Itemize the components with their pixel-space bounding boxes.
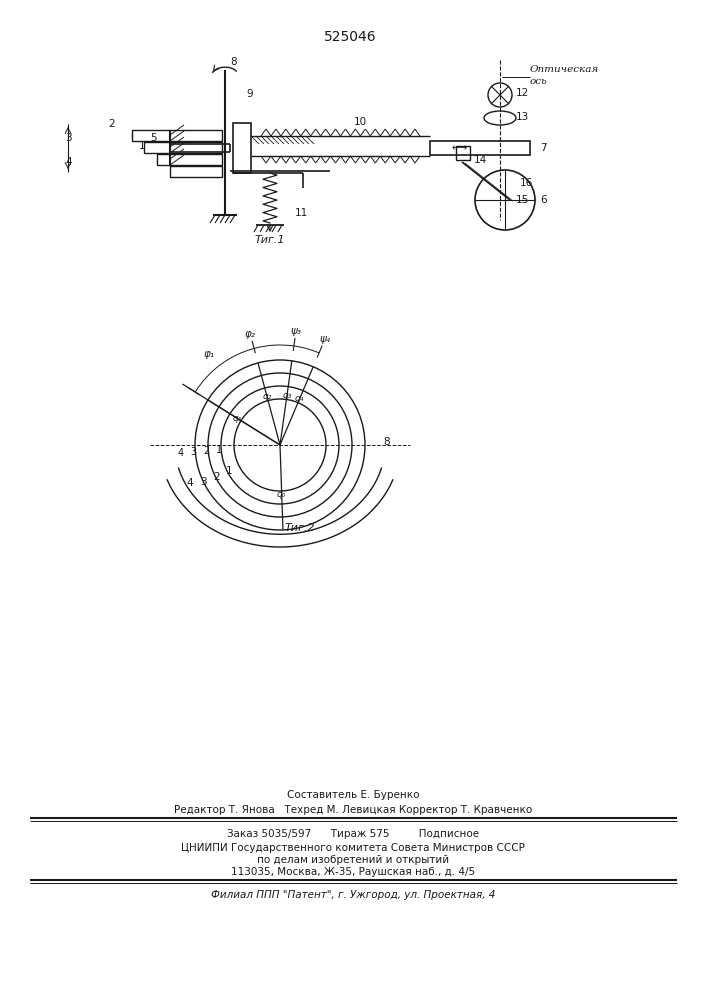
Text: 4: 4: [187, 478, 193, 488]
Bar: [430, 141, 530, 155]
Text: 3: 3: [190, 447, 197, 457]
Bar: [132, 130, 222, 141]
Text: Редактор Т. Янова   Техред М. Левицкая Корректор Т. Кравченко: Редактор Т. Янова Техред М. Левицкая Кор…: [174, 805, 532, 815]
Text: ψ₄: ψ₄: [320, 334, 330, 344]
Text: 12: 12: [516, 88, 530, 98]
Text: 4: 4: [177, 448, 183, 458]
Text: Заказ 5035/597      Тираж 575         Подписное: Заказ 5035/597 Тираж 575 Подписное: [227, 829, 479, 839]
Text: 2: 2: [203, 446, 209, 456]
Text: q₄: q₄: [295, 394, 304, 403]
Text: ψ₃: ψ₃: [291, 326, 301, 336]
Text: φ₂: φ₂: [245, 329, 256, 339]
Text: 15: 15: [516, 195, 530, 205]
Text: по делам изобретений и открытий: по делам изобретений и открытий: [257, 855, 449, 865]
Bar: [157, 154, 222, 165]
Text: q₀: q₀: [277, 490, 286, 499]
Text: 2: 2: [214, 472, 221, 482]
Bar: [170, 166, 222, 177]
Text: 14: 14: [474, 155, 487, 165]
Text: Τиг.1: Τиг.1: [255, 235, 285, 245]
Text: 1: 1: [139, 141, 145, 151]
Text: 11: 11: [295, 208, 308, 218]
Text: ←→: ←→: [452, 143, 468, 153]
Text: q₁: q₁: [233, 414, 243, 423]
Bar: [456, 146, 470, 160]
Text: 2: 2: [108, 119, 115, 129]
Text: 4: 4: [65, 157, 72, 167]
Text: 8: 8: [384, 437, 390, 447]
Text: 10: 10: [354, 117, 366, 127]
Text: 1: 1: [226, 466, 233, 476]
Text: 7: 7: [540, 143, 547, 153]
Text: Филиал ППП "Патент", г. Ужгород, ул. Проектная, 4: Филиал ППП "Патент", г. Ужгород, ул. Про…: [211, 890, 495, 900]
Text: 3: 3: [65, 133, 72, 143]
Bar: [233, 123, 251, 173]
Text: 6: 6: [540, 195, 547, 205]
Text: 3: 3: [200, 477, 207, 487]
Text: 5: 5: [151, 133, 157, 143]
Text: Оптическая: Оптическая: [530, 66, 600, 75]
Text: 13: 13: [516, 112, 530, 122]
Text: 16: 16: [520, 178, 533, 188]
Bar: [144, 142, 222, 153]
Text: φ₁: φ₁: [204, 349, 215, 359]
Text: 9: 9: [246, 89, 252, 99]
Text: q₃: q₃: [282, 391, 292, 400]
Text: 525046: 525046: [324, 30, 376, 44]
Text: 113035, Москва, Ж-35, Раушская наб., д. 4/5: 113035, Москва, Ж-35, Раушская наб., д. …: [231, 867, 475, 877]
Text: 1: 1: [216, 445, 222, 455]
Text: 8: 8: [230, 57, 237, 67]
Text: Τиг.2: Τиг.2: [285, 523, 315, 533]
Text: ось: ось: [530, 77, 548, 86]
Text: q₂: q₂: [262, 392, 271, 401]
Text: ЦНИИПИ Государственного комитета Совета Министров СССР: ЦНИИПИ Государственного комитета Совета …: [181, 843, 525, 853]
Text: Составитель Е. Буренко: Составитель Е. Буренко: [287, 790, 419, 800]
